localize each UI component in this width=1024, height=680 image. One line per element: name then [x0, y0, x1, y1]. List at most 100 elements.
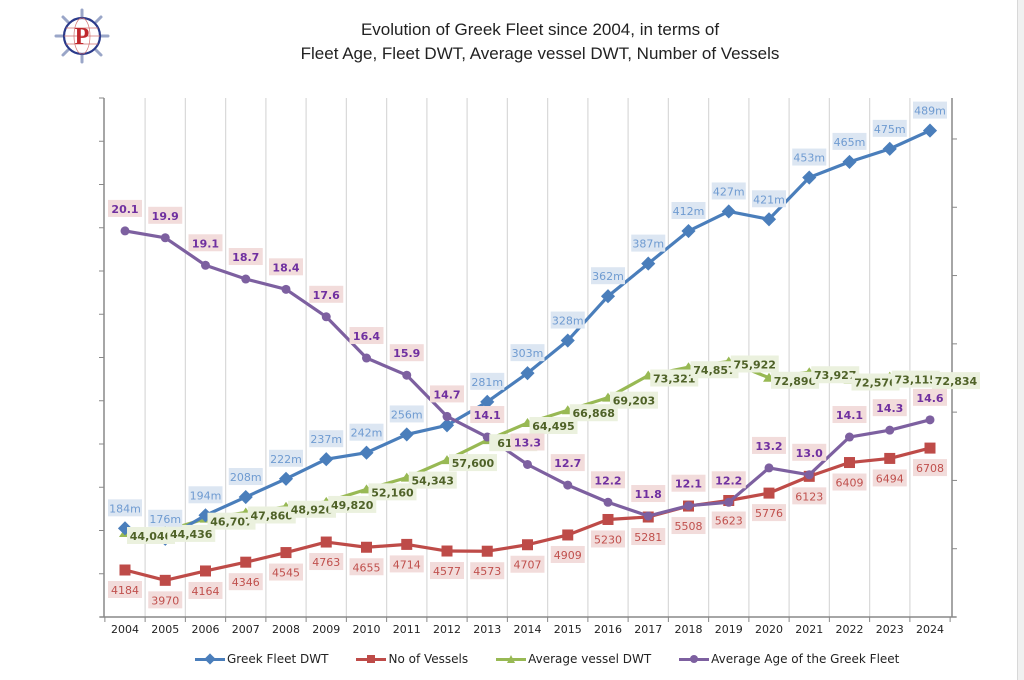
data-point-circle	[643, 511, 653, 521]
data-label-bg	[711, 511, 746, 529]
data-label-bg	[752, 504, 786, 522]
data-label: 17.6	[313, 289, 340, 302]
data-label: 303m	[512, 347, 544, 360]
data-label-bg	[389, 405, 424, 423]
data-label: 13.2	[755, 440, 782, 453]
data-label: 3970	[151, 594, 179, 607]
data-label-bg	[148, 509, 183, 527]
data-label-bg	[631, 528, 666, 546]
data-point-square	[562, 529, 574, 541]
data-label-bg	[328, 495, 377, 513]
data-label-bg	[167, 524, 216, 542]
data-label-bg	[309, 285, 344, 303]
data-label-bg	[792, 487, 827, 505]
data-label: 4184	[111, 584, 139, 597]
data-label-bg	[591, 267, 625, 285]
data-label: 16.4	[353, 330, 380, 343]
data-point-circle	[523, 459, 532, 469]
data-point-square	[280, 547, 292, 559]
data-point-diamond	[721, 204, 736, 219]
legend-label: Average Age of the Greek Fleet	[711, 652, 900, 666]
data-label-bg	[711, 182, 746, 200]
data-point-diamond	[399, 427, 414, 442]
data-label: 412m	[673, 205, 705, 218]
data-point-diamond	[600, 289, 616, 304]
x-tick-label: 2006	[192, 623, 220, 636]
data-label-bg	[368, 483, 417, 501]
data-label-bg	[288, 500, 336, 518]
data-label-bg	[510, 344, 545, 362]
data-point-diamond	[439, 418, 455, 433]
data-label: 74,857	[693, 364, 735, 377]
data-label: 4909	[554, 549, 582, 562]
x-tick-label: 2007	[232, 623, 260, 636]
legend-circle-icon	[679, 653, 710, 665]
data-point-circle	[724, 497, 734, 507]
data-label: 194m	[190, 489, 222, 502]
data-label: 57,600	[452, 457, 495, 470]
legend-item-vessels[interactable]: No of Vessels	[356, 652, 468, 666]
data-point-square	[119, 564, 131, 576]
legend: Greek Fleet DWT No of Vessels Average ve…	[195, 652, 899, 666]
data-label-bg	[771, 371, 819, 389]
data-label-bg	[932, 372, 980, 390]
data-label: 13.3	[514, 436, 541, 449]
data-label-bg	[671, 474, 706, 492]
data-label: 18.7	[232, 251, 259, 264]
data-label: 4573	[473, 565, 501, 578]
data-point-square	[602, 513, 614, 525]
data-label-bg	[188, 486, 223, 504]
data-label-bg	[872, 119, 907, 137]
data-label-bg	[913, 388, 947, 406]
data-label: 54,343	[412, 475, 454, 488]
data-label-bg	[610, 391, 658, 409]
legend-item-dwt[interactable]: Greek Fleet DWT	[195, 652, 328, 666]
data-point-circle	[684, 501, 693, 511]
legend-item-age[interactable]: Average Age of the Greek Fleet	[679, 652, 899, 666]
data-point-square	[200, 565, 211, 577]
data-point-diamond	[882, 141, 897, 156]
data-point-circle	[925, 415, 935, 425]
data-label-bg	[349, 558, 384, 576]
data-point-diamond	[842, 154, 857, 169]
data-label-bg	[591, 471, 625, 489]
data-label-bg	[228, 573, 263, 591]
data-label: 49,820	[331, 499, 374, 512]
data-label-bg	[108, 499, 142, 517]
data-label: 64,495	[532, 420, 574, 433]
data-label: 6409	[836, 477, 864, 490]
legend-item-avg-dwt[interactable]: Average vessel DWT	[496, 652, 651, 666]
data-label-bg	[228, 468, 263, 486]
data-point-square	[320, 536, 332, 548]
x-tick-label: 2005	[151, 623, 179, 636]
data-label: 208m	[230, 471, 262, 484]
page-edge	[1017, 0, 1024, 680]
data-label-bg	[851, 373, 900, 391]
data-label-bg	[832, 473, 867, 491]
data-point-square	[763, 487, 775, 499]
data-label-bg	[872, 399, 907, 417]
data-label: 237m	[310, 433, 342, 446]
data-label: 184m	[109, 502, 141, 515]
data-label-bg	[470, 562, 505, 580]
data-point-circle	[241, 274, 251, 284]
data-point-circle	[885, 425, 895, 435]
data-label-bg	[730, 355, 779, 373]
data-point-diamond	[520, 366, 535, 381]
data-label: 48,926	[291, 504, 334, 517]
data-label-bg	[832, 406, 867, 424]
x-tick-label: 2011	[393, 623, 421, 636]
labels-age: 20.1 19.9 19.1 18.7 18.4 17.6 16.4 15.9 14.7 14.1…	[108, 199, 947, 503]
x-tick-label: 2024	[916, 623, 944, 636]
data-label: 19.1	[192, 237, 219, 250]
data-label: 46,707	[210, 516, 252, 529]
data-label: 44,436	[170, 528, 213, 541]
legend-triangle-icon	[496, 653, 527, 665]
data-label-bg	[349, 423, 384, 441]
data-label: 73,321	[653, 373, 695, 386]
x-tick-label: 2015	[554, 623, 582, 636]
data-label-bg	[309, 553, 344, 571]
data-label-bg	[127, 527, 175, 545]
data-label: 14.7	[433, 388, 460, 401]
data-label: 52,160	[371, 486, 414, 499]
